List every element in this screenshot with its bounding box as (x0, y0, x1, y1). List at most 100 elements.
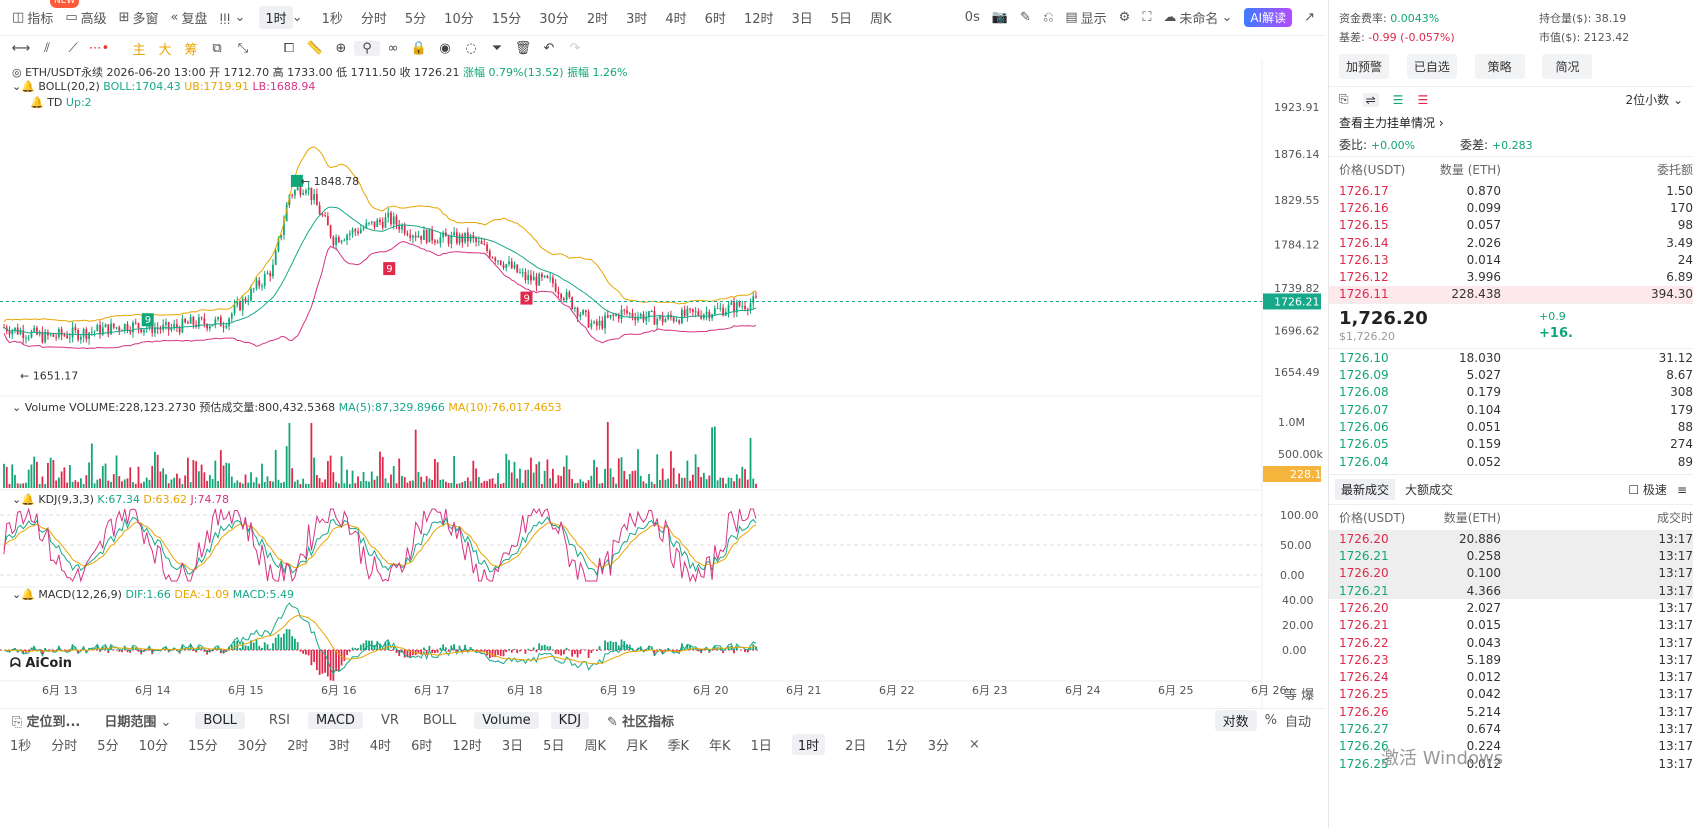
ask-row[interactable]: 1726.15 0.057 98 (1339, 218, 1693, 233)
ask-row[interactable]: 1726.12 3.996 6.89 (1339, 270, 1693, 285)
bid-row[interactable]: 1726.07 0.104 179 (1339, 402, 1693, 417)
collapse-icon[interactable]: ⌄ (12, 588, 22, 601)
timeframe-12[interactable]: 5日 (830, 12, 853, 27)
timeframe-8[interactable]: 4时 (665, 12, 687, 27)
period-16[interactable]: 年K (709, 738, 731, 754)
book-both-icon[interactable]: ⎘ (1339, 92, 1349, 106)
timeframe-1[interactable]: 分时 (360, 12, 387, 27)
zoom-icon[interactable]: ⊕ (335, 40, 347, 56)
ask-row[interactable]: 1726.13 0.014 24 (1339, 252, 1693, 267)
tab-rsi[interactable]: RSI (268, 713, 290, 728)
timeframe-0[interactable]: 1秒 (321, 12, 343, 27)
bid-row[interactable]: 1726.09 5.027 8.67 (1339, 368, 1693, 383)
fullscreen-icon[interactable]: ⛶ (1142, 10, 1152, 25)
period-20[interactable]: 1分 (886, 738, 908, 754)
period-6[interactable]: 2时 (287, 738, 309, 754)
period-2[interactable]: 5分 (97, 738, 119, 754)
trade-row[interactable]: 1726.20 0.100 13:17 (1329, 564, 1693, 583)
trade-row[interactable]: 1726.26 0.224 13:17 (1339, 739, 1693, 754)
link-icon[interactable]: ∞ (387, 40, 399, 56)
eye-icon[interactable]: ◎ (12, 66, 22, 79)
depth-link[interactable]: 查看主力挂单情况 › (1339, 116, 1444, 130)
display-button[interactable]: ▤ 显示 (1065, 10, 1107, 27)
period-22[interactable]: × (968, 736, 980, 752)
date-range-button[interactable]: 日期范围 ⌄ (104, 715, 172, 730)
trade-row[interactable]: 1726.23 5.189 13:17 (1339, 652, 1693, 667)
period-12[interactable]: 5日 (543, 738, 565, 754)
tab-vr[interactable]: VR (380, 713, 399, 728)
timeframe-13[interactable]: 周K (870, 12, 892, 27)
period-7[interactable]: 3时 (328, 738, 350, 754)
parallel-line-icon[interactable]: ⫽ (44, 40, 50, 56)
trade-row[interactable]: 1726.21 4.366 13:17 (1329, 582, 1693, 600)
ask-row[interactable]: 1726.16 0.099 170 (1339, 200, 1693, 215)
period-10[interactable]: 12时 (452, 738, 482, 754)
share-icon[interactable]: ↗ (1304, 10, 1315, 25)
book-bids-icon[interactable]: ☰ (1392, 92, 1404, 107)
tab-latest-trades[interactable]: 最新成交 (1335, 479, 1396, 501)
strategy-button[interactable]: 策略 (1474, 54, 1525, 79)
trash-icon[interactable]: 🗑 (514, 40, 532, 56)
timeframe-6[interactable]: 2时 (586, 12, 609, 27)
locate-button[interactable]: ⎘ 定位到... (12, 715, 81, 730)
bid-row[interactable]: 1726.10 18.030 31.12 (1339, 350, 1693, 365)
tab-kdj[interactable]: KDJ (550, 712, 590, 729)
sync-icon[interactable]: ⧉ (212, 40, 222, 56)
tab-large-trades[interactable]: 大额成交 (1405, 483, 1454, 498)
trade-row[interactable]: 1726.25 0.042 13:17 (1339, 687, 1693, 702)
timeframe-4[interactable]: 15分 (491, 12, 522, 27)
timeframe-9[interactable]: 6时 (704, 12, 726, 27)
percent-toggle[interactable]: % (1264, 713, 1277, 728)
timeframe-11[interactable]: 3日 (791, 12, 813, 27)
period-5[interactable]: 30分 (237, 738, 268, 754)
collapse-icon[interactable]: ⌄ (12, 80, 22, 93)
chart-type-button[interactable]: ᴉᴉᴉ ⌄ (220, 10, 246, 25)
replay-button[interactable]: «复盘 (170, 10, 208, 27)
ask-row[interactable]: 1726.17 0.870 1.50 (1339, 183, 1693, 198)
trade-row[interactable]: 1726.21 0.015 13:17 (1339, 618, 1693, 633)
crosshair-icon[interactable]: ⤡ (237, 40, 249, 56)
decimals-select[interactable]: 2位小数 ⌄ (1625, 93, 1683, 107)
camera-icon[interactable]: 📷 (991, 10, 1009, 25)
timeframe-2[interactable]: 5分 (404, 12, 427, 27)
period-0[interactable]: 1秒 (10, 738, 32, 754)
pencil-icon[interactable]: ✎ (1020, 10, 1031, 25)
trade-row[interactable]: 1726.21 0.258 13:17 (1329, 547, 1693, 565)
eye-icon[interactable]: ◌ (465, 40, 477, 56)
indicator-button[interactable]: ◫ 指标 NEW (12, 0, 80, 27)
tab-macd[interactable]: MACD (307, 712, 363, 729)
log-toggle[interactable]: 对数 (1214, 710, 1257, 731)
overview-button[interactable]: 简况 (1542, 54, 1593, 79)
ask-row[interactable]: 1726.11 228.438 394.30 (1329, 285, 1693, 304)
template-button[interactable]: ☁ 未命名 ⌄ (1163, 10, 1233, 27)
chart-area[interactable]: 1923.91 1876.14 1829.55 1784.12 1739.82 1696.… (0, 60, 1328, 708)
tab-boll[interactable]: BOLL (195, 712, 245, 729)
copy-icon[interactable]: ⧠ (283, 40, 295, 56)
active-timeframe[interactable]: 1时 ⌄ (259, 6, 303, 29)
trade-row[interactable]: 1726.20 20.886 13:17 (1329, 530, 1693, 548)
redo-icon[interactable]: ↷ (569, 40, 581, 56)
watchlist-button[interactable]: 已自选 (1406, 54, 1457, 79)
undo-alert-icon[interactable]: ⎌ (1042, 10, 1054, 25)
period-4[interactable]: 15分 (188, 738, 218, 754)
period-17[interactable]: 1日 (750, 738, 772, 754)
collapse-icon[interactable]: ⌄ (12, 401, 22, 414)
trade-row[interactable]: 1726.20 2.027 13:17 (1339, 600, 1693, 615)
auto-toggle[interactable]: 自动 (1284, 715, 1311, 730)
alert-button[interactable]: 加预警 (1339, 54, 1389, 79)
bid-row[interactable]: 1726.06 0.051 88 (1339, 419, 1693, 434)
period-8[interactable]: 4时 (369, 738, 392, 754)
book-asks-icon[interactable]: ☰ (1417, 92, 1429, 107)
period-3[interactable]: 10分 (138, 738, 169, 754)
ruler-icon[interactable]: 📏 (306, 40, 324, 56)
community-indicator-button[interactable]: ✎ 社区指标 (607, 715, 675, 730)
period-9[interactable]: 6时 (411, 738, 433, 754)
trade-row[interactable]: 1726.22 0.043 13:17 (1339, 635, 1693, 650)
period-1[interactable]: 分时 (51, 738, 78, 754)
timeframe-5[interactable]: 30分 (539, 12, 569, 27)
tab-boll-sub[interactable]: BOLL (422, 713, 457, 728)
chip-icon[interactable]: 筹 (184, 42, 198, 58)
ask-row[interactable]: 1726.14 2.026 3.49 (1339, 235, 1693, 250)
magnet-icon[interactable]: ⚲ (354, 40, 380, 56)
timeframe-10[interactable]: 12时 (743, 12, 774, 27)
